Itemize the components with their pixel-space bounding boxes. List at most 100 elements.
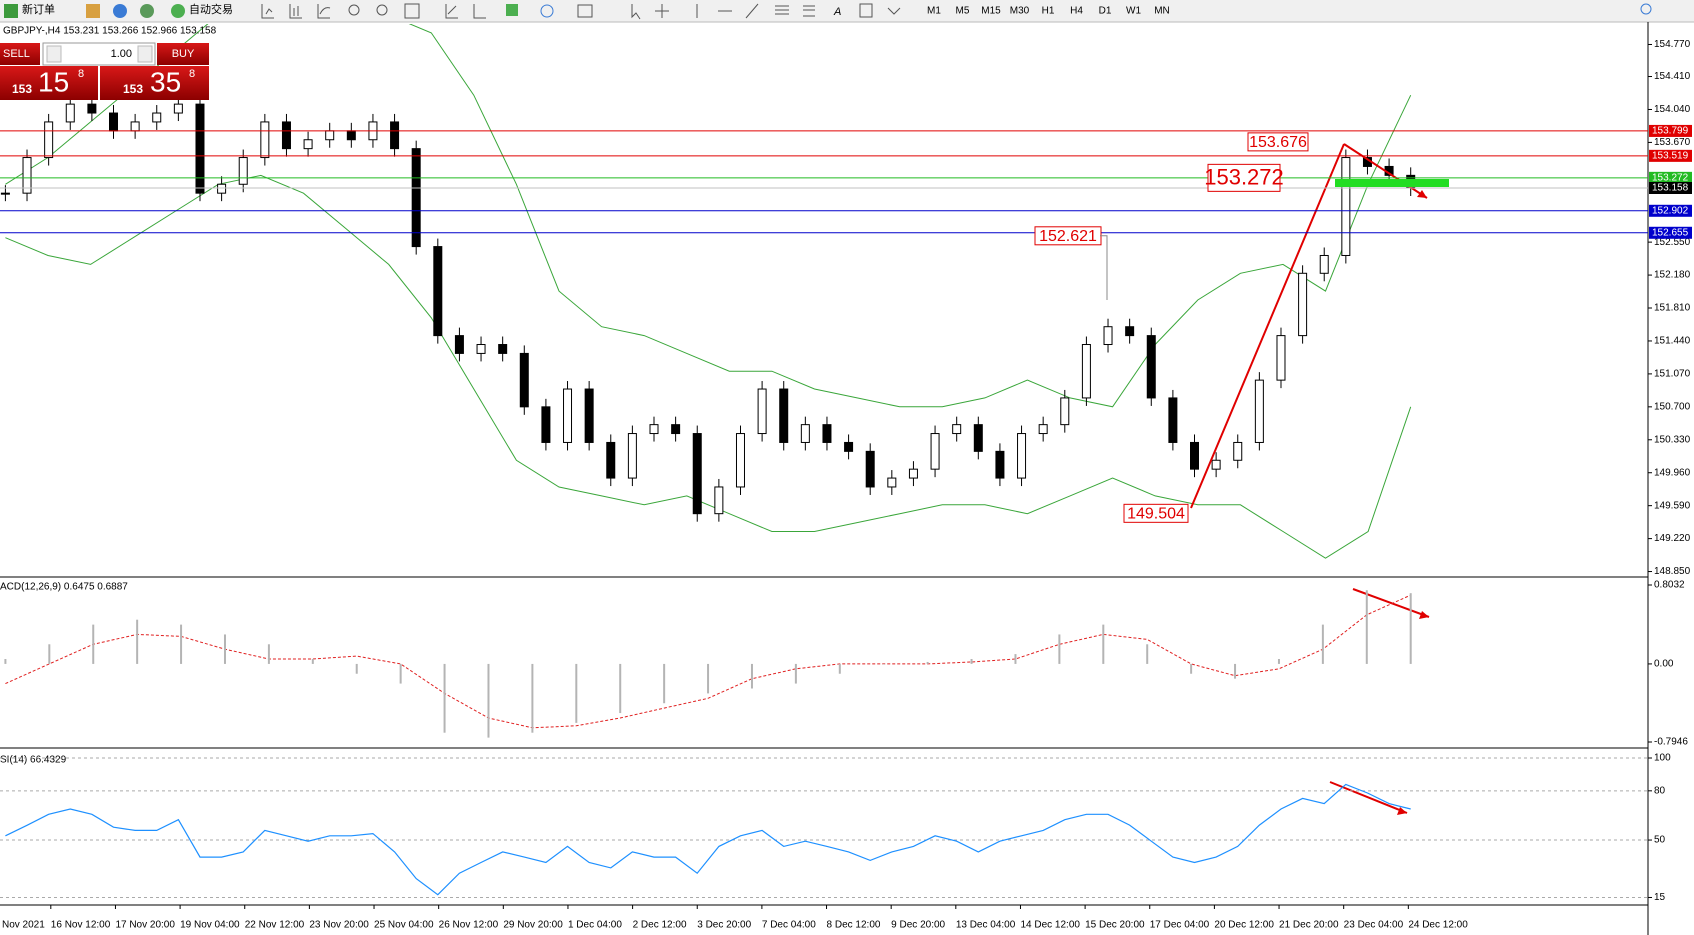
price-annotation: 149.504 <box>1127 506 1185 523</box>
x-tick-label: 17 Dec 04:00 <box>1150 920 1210 931</box>
zoom-in[interactable] <box>348 4 360 16</box>
tool-icon[interactable] <box>113 4 127 18</box>
candle <box>1341 157 1351 256</box>
candle <box>433 246 443 337</box>
timeframe-button[interactable]: D1 <box>1099 6 1112 17</box>
tool-icon[interactable] <box>86 4 100 18</box>
x-tick-label: 17 Nov 20:00 <box>115 920 175 931</box>
fibo-tool[interactable] <box>803 5 815 17</box>
text-label-tool[interactable] <box>859 3 873 18</box>
arrow-tool[interactable] <box>887 7 901 15</box>
histogram-bar <box>882 663 885 665</box>
indicator-line <box>5 594 1411 729</box>
timeframe-button[interactable]: M1 <box>927 6 941 17</box>
candle <box>1298 272 1308 337</box>
candle <box>476 344 486 354</box>
text-tool[interactable]: A <box>833 6 841 18</box>
y-tick-label: 151.440 <box>1654 336 1691 347</box>
level-label-bg <box>1649 204 1692 217</box>
y-tick-label: 150.700 <box>1654 401 1691 412</box>
y-tick-label: 50 <box>1654 835 1666 846</box>
indicator-line <box>5 24 1412 408</box>
price-annotation: 152.621 <box>1039 228 1097 245</box>
candle <box>952 424 962 435</box>
y-tick-label: 154.040 <box>1654 104 1691 115</box>
search-icon[interactable] <box>1640 3 1652 15</box>
cursor-tool[interactable] <box>631 4 641 20</box>
panel-title: ACD(12,26,9) 0.6475 0.6887 <box>0 582 128 593</box>
candle <box>1038 424 1048 435</box>
timeframe-button[interactable]: H4 <box>1070 6 1083 17</box>
histogram-bar <box>970 659 973 664</box>
candle <box>217 183 227 194</box>
histogram-bar <box>48 644 51 664</box>
level-label-bg <box>1649 171 1692 184</box>
bid-box[interactable] <box>0 66 98 100</box>
panel-title: GBPJPY-,H4 153.231 153.266 152.966 153.1… <box>3 26 217 37</box>
tool-icon[interactable] <box>317 4 331 19</box>
period-icon[interactable] <box>540 4 554 18</box>
new-order-button[interactable]: 新订单 <box>22 2 55 16</box>
auto-trading-button[interactable]: 自动交易 <box>189 2 233 16</box>
candle <box>757 388 767 435</box>
timeframe-button[interactable]: M30 <box>1010 6 1030 17</box>
histogram-bar <box>1409 593 1412 664</box>
histogram-bar <box>399 663 402 684</box>
histogram-bar <box>1146 644 1149 664</box>
tool-icon[interactable] <box>445 4 458 19</box>
candle <box>671 424 681 435</box>
sell-button[interactable] <box>0 43 40 65</box>
candle <box>130 121 140 132</box>
y-tick-label: -0.7946 <box>1654 737 1688 748</box>
timeframe-button[interactable]: M5 <box>956 6 970 17</box>
lot-up[interactable] <box>137 45 153 63</box>
candle <box>1319 254 1329 274</box>
bid-big: 153 <box>12 82 32 96</box>
buy-button[interactable] <box>157 43 209 65</box>
candle <box>800 424 810 443</box>
buy-label[interactable]: BUY <box>172 48 195 60</box>
indicator-icon[interactable] <box>506 4 518 16</box>
candle <box>173 103 183 114</box>
x-tick-label: 2 Dec 12:00 <box>633 920 687 931</box>
candle <box>195 103 205 194</box>
ask-box[interactable] <box>100 66 209 100</box>
trendline-tool[interactable] <box>745 3 759 19</box>
y-tick-label: 0.8032 <box>1654 580 1685 591</box>
zoom-out[interactable] <box>376 4 388 16</box>
template-icon[interactable] <box>577 4 593 18</box>
trend-arrow <box>1190 143 1345 509</box>
auto-trading-icon[interactable] <box>171 4 185 18</box>
x-tick-label: 23 Nov 20:00 <box>309 920 369 931</box>
y-tick-label: 0.00 <box>1654 659 1674 670</box>
timeframe-button[interactable]: M15 <box>981 6 1001 17</box>
y-tick-label: 150.330 <box>1654 434 1691 445</box>
timeframe-button[interactable]: MN <box>1154 6 1170 17</box>
toolbar <box>0 0 1694 22</box>
sell-label[interactable]: SELL <box>3 48 30 60</box>
x-tick-label: 26 Nov 12:00 <box>439 920 499 931</box>
histogram-bar <box>1102 624 1105 664</box>
price-annotation-box <box>1207 163 1281 192</box>
tool-icon[interactable] <box>140 4 154 18</box>
timeframe-button[interactable]: H1 <box>1042 6 1055 17</box>
tool-icon[interactable] <box>261 4 274 19</box>
y-tick-label: 15 <box>1654 892 1666 903</box>
timeframe-button[interactable]: W1 <box>1126 6 1141 17</box>
histogram-bar <box>180 624 183 664</box>
tile-icon[interactable] <box>404 3 420 19</box>
lot-value[interactable]: 1.00 <box>111 48 132 60</box>
candle <box>606 441 616 479</box>
lot-down[interactable] <box>46 45 62 63</box>
divergence-arrow <box>1352 588 1430 618</box>
level-label: 153.519 <box>1652 150 1689 161</box>
tool-icon[interactable] <box>473 4 486 19</box>
crosshair-tool[interactable] <box>655 4 669 18</box>
tool-icon[interactable] <box>289 4 302 19</box>
candle <box>281 121 291 150</box>
new-order-icon[interactable] <box>4 4 18 18</box>
lot-input[interactable] <box>42 42 156 66</box>
channel-tool[interactable] <box>775 5 789 15</box>
candle <box>152 112 162 123</box>
candle <box>714 486 724 515</box>
